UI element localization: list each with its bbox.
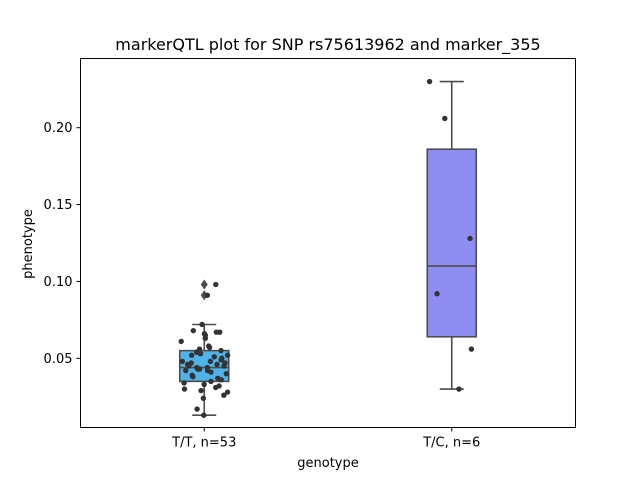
data-point — [208, 369, 214, 375]
y-tick-label: 0.15 — [44, 198, 73, 213]
data-point — [213, 329, 220, 335]
data-point — [199, 321, 205, 328]
box-body — [426, 148, 478, 338]
data-point — [218, 377, 224, 383]
data-point — [186, 363, 192, 369]
data-point — [197, 351, 204, 357]
data-point — [467, 235, 473, 242]
data-point — [207, 358, 214, 365]
data-point — [204, 292, 211, 298]
data-point — [442, 115, 448, 122]
data-point — [221, 363, 227, 369]
data-point — [213, 281, 219, 288]
data-point — [224, 389, 231, 395]
data-point — [468, 346, 475, 352]
data-point — [181, 380, 187, 386]
data-point — [434, 291, 440, 297]
data-point — [456, 386, 462, 392]
data-point — [190, 327, 197, 334]
chart-title: markerQTL plot for SNP rs75613962 and ma… — [115, 35, 540, 55]
data-point — [194, 406, 200, 412]
data-point — [179, 358, 186, 365]
data-point — [223, 370, 230, 377]
data-point — [202, 335, 208, 342]
data-point — [208, 378, 214, 385]
y-tick-label: 0.05 — [44, 352, 73, 367]
data-point — [201, 412, 207, 418]
plot-frame — [80, 58, 576, 428]
data-point — [183, 367, 189, 374]
data-point — [181, 386, 188, 392]
x-axis-label: genotype — [297, 456, 358, 471]
data-point — [212, 384, 219, 391]
y-axis-label: phenotype — [21, 209, 36, 279]
data-point — [218, 347, 224, 354]
data-point — [200, 395, 207, 401]
data-point — [214, 361, 220, 368]
data-point — [206, 344, 213, 351]
data-point — [211, 354, 218, 360]
data-point — [178, 338, 184, 345]
y-tick-label: 0.20 — [44, 121, 73, 136]
plot-area: 0.05 0.10 0.15 0.20 T/T, n=53 T/C, n=6 — [44, 78, 480, 451]
data-point — [188, 352, 195, 358]
outlier-marker — [200, 279, 208, 290]
data-point — [426, 78, 433, 85]
data-point — [198, 387, 204, 394]
data-point — [218, 357, 224, 363]
data-point — [221, 392, 227, 398]
x-tick-label: T/T, n=53 — [171, 436, 236, 451]
y-tick-label: 0.10 — [44, 275, 73, 290]
data-point — [224, 352, 231, 358]
data-point — [196, 366, 203, 372]
data-point — [190, 374, 196, 380]
x-tick-label: T/C, n=6 — [422, 436, 480, 451]
outlier-marker — [200, 290, 208, 301]
data-point — [201, 381, 207, 388]
